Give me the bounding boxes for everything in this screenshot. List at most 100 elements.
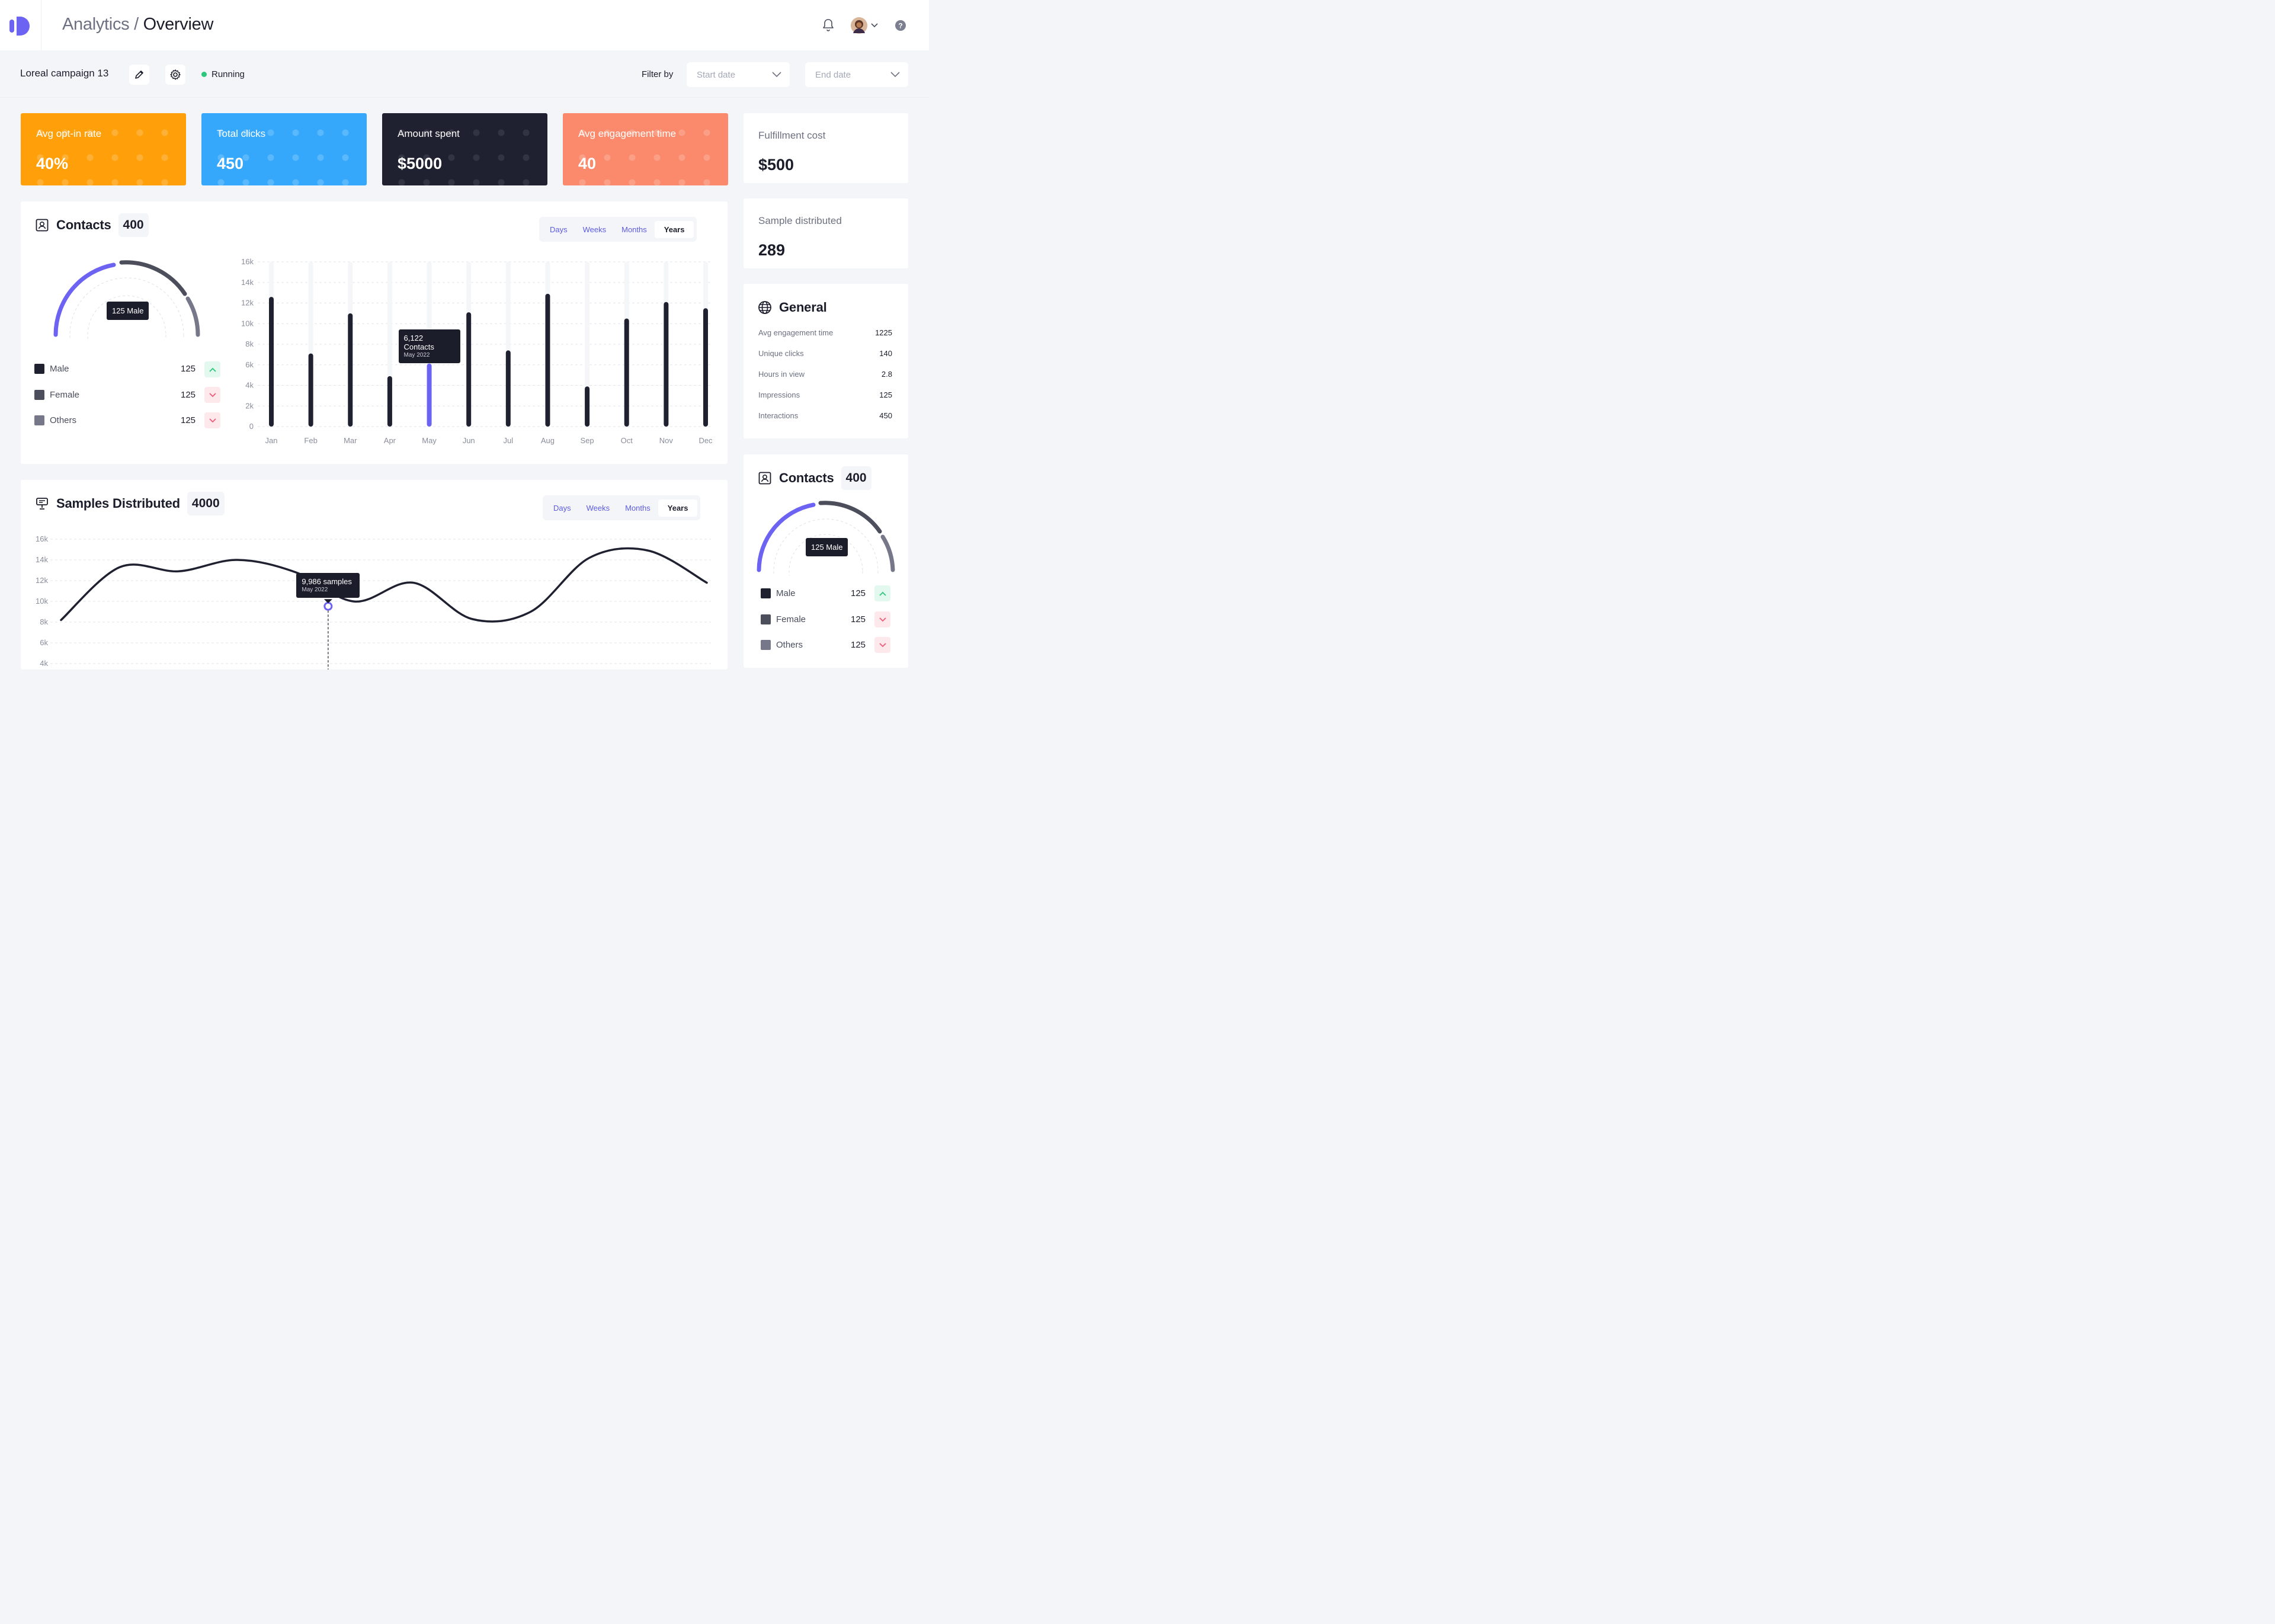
line-tooltip-date: May 2022 bbox=[302, 587, 328, 594]
gauge-segment-female bbox=[119, 260, 187, 296]
bell-icon[interactable] bbox=[822, 18, 835, 32]
general-card: General Avg engagement time 1225 Unique … bbox=[744, 284, 908, 438]
general-row: Avg engagement time 1225 bbox=[758, 328, 892, 337]
y-tick-label: 0 bbox=[249, 422, 254, 431]
stat-card-amount-spent: Amount spent $5000 bbox=[382, 113, 547, 185]
legend-label: Others bbox=[50, 415, 77, 425]
general-row-label: Unique clicks bbox=[758, 349, 804, 358]
stat-value: 40 bbox=[578, 155, 597, 172]
globe-icon bbox=[758, 301, 771, 314]
legend-swatch bbox=[761, 640, 771, 650]
card-pattern bbox=[201, 113, 367, 185]
status-label: Running bbox=[212, 69, 245, 79]
y-tick-label: 4k bbox=[40, 659, 48, 668]
breadcrumb-parent[interactable]: Analytics bbox=[62, 15, 130, 34]
samples-line-chart: 4k 6k 8k 10k 12k 14k 16k bbox=[36, 534, 711, 670]
legend-item-others: Others bbox=[34, 415, 76, 425]
y-tick-label: 10k bbox=[36, 597, 48, 606]
edit-button[interactable] bbox=[129, 65, 149, 85]
contacts-header: Contacts 400 bbox=[758, 466, 871, 490]
tab-years[interactable]: Years bbox=[654, 220, 694, 238]
legend-label: Others bbox=[776, 640, 803, 650]
tab-days[interactable]: Days bbox=[553, 503, 571, 512]
legend-item-male: Male bbox=[761, 588, 796, 598]
side-stat-value: $500 bbox=[758, 156, 794, 174]
tab-years[interactable]: Years bbox=[658, 499, 698, 517]
samples-panel: Samples Distributed 4000 Days Weeks Mont… bbox=[21, 480, 728, 670]
general-row-label: Hours in view bbox=[758, 370, 805, 379]
general-row: Impressions 125 bbox=[758, 390, 892, 399]
bar bbox=[427, 363, 432, 427]
fulfillment-cost-card: Fulfillment cost $500 bbox=[744, 113, 908, 183]
legend-value: 125 bbox=[851, 640, 866, 650]
avatar[interactable] bbox=[851, 17, 867, 34]
legend-item-male: Male bbox=[34, 364, 69, 374]
x-tick-label: Jun bbox=[463, 436, 475, 445]
contacts-bar-chart: 0 2k 4k 6k 8k 10k 12k 14k 16k Jan Feb Mar Apr May Jun J… bbox=[241, 257, 713, 445]
stat-value: 450 bbox=[217, 155, 244, 172]
legend-swatch bbox=[761, 588, 771, 598]
chevron-down-icon[interactable] bbox=[871, 23, 878, 28]
contacts-side-panel: Contacts 400 125 Male Male 125 Female 12… bbox=[744, 454, 908, 668]
tab-months[interactable]: Months bbox=[621, 225, 647, 234]
bar bbox=[703, 308, 708, 427]
x-tick-label: Sep bbox=[581, 436, 594, 445]
stat-card-engagement: Avg engagement time 40 bbox=[563, 113, 728, 185]
x-tick-label: Feb bbox=[304, 436, 317, 445]
logo[interactable] bbox=[9, 14, 33, 38]
pencil-icon bbox=[135, 71, 143, 79]
end-date-placeholder: End date bbox=[815, 69, 851, 80]
chevron-down-icon bbox=[890, 72, 900, 78]
y-tick-label: 8k bbox=[40, 617, 48, 626]
samples-header: Samples Distributed 4000 bbox=[35, 492, 225, 515]
chevron-down-icon bbox=[772, 72, 781, 78]
bar-tooltip-date: May 2022 bbox=[403, 351, 430, 358]
x-tick-label: Jul bbox=[504, 436, 514, 445]
tab-weeks[interactable]: Weeks bbox=[582, 225, 607, 234]
trend-up-badge bbox=[204, 361, 220, 377]
bar-track bbox=[585, 262, 590, 427]
general-row: Hours in view 2.8 bbox=[758, 370, 892, 379]
trend-down-badge bbox=[204, 412, 220, 428]
general-row-value: 2.8 bbox=[881, 370, 892, 379]
contacts-title: Contacts bbox=[779, 470, 834, 485]
general-row: Unique clicks 140 bbox=[758, 349, 892, 358]
legend-label: Male bbox=[776, 588, 796, 598]
stat-label: Total clicks bbox=[217, 128, 266, 139]
stat-label: Avg opt-in rate bbox=[36, 128, 102, 139]
tab-weeks[interactable]: Weeks bbox=[586, 503, 610, 512]
tab-months[interactable]: Months bbox=[625, 503, 651, 512]
gauge-segment-others bbox=[185, 296, 200, 337]
help-icon[interactable]: ? bbox=[895, 20, 906, 31]
gauge-guide-inner bbox=[87, 295, 166, 339]
settings-button[interactable] bbox=[165, 65, 185, 85]
card-pattern bbox=[563, 113, 728, 185]
general-row-value: 1225 bbox=[875, 328, 892, 337]
gear-icon bbox=[170, 69, 181, 80]
chevron-down-icon bbox=[209, 392, 216, 397]
legend-label: Female bbox=[776, 614, 806, 624]
x-tick-label: Oct bbox=[621, 436, 633, 445]
start-date-select[interactable]: Start date bbox=[687, 62, 790, 87]
general-row-value: 140 bbox=[879, 349, 892, 358]
svg-text:?: ? bbox=[898, 22, 902, 30]
chevron-down-icon bbox=[879, 642, 886, 647]
side-stat-label: Sample distributed bbox=[758, 215, 842, 226]
general-row-label: Interactions bbox=[758, 411, 799, 420]
bar bbox=[624, 318, 629, 427]
end-date-select[interactable]: End date bbox=[805, 62, 908, 87]
samples-title: Samples Distributed bbox=[56, 496, 180, 511]
legend-label: Male bbox=[50, 364, 69, 374]
contacts-title: Contacts bbox=[56, 217, 111, 232]
tab-days[interactable]: Days bbox=[550, 225, 568, 234]
y-tick-label: 2k bbox=[245, 401, 254, 410]
general-title: General bbox=[779, 300, 827, 315]
legend-value: 125 bbox=[181, 390, 196, 400]
general-row-value: 450 bbox=[879, 411, 892, 420]
y-tick-label: 16k bbox=[241, 257, 254, 266]
trend-down-badge bbox=[874, 637, 890, 653]
start-date-placeholder: Start date bbox=[697, 69, 736, 80]
bar bbox=[585, 386, 590, 427]
bar bbox=[308, 353, 313, 427]
card-pattern bbox=[21, 113, 186, 185]
